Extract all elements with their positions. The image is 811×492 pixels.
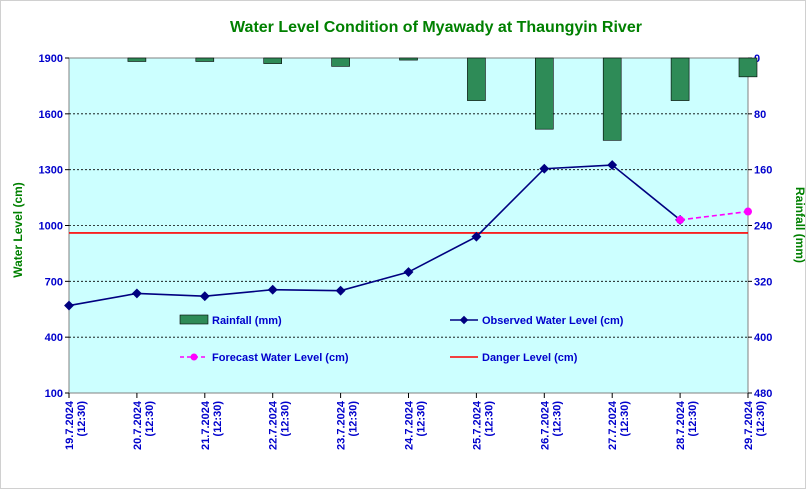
rainfall-bar bbox=[534, 57, 554, 130]
legend-item: Observed Water Level (cm) bbox=[450, 315, 624, 327]
x-tick-label: 29.7.2024(12:30) bbox=[743, 400, 767, 450]
observed-point bbox=[471, 231, 482, 242]
legend-label: Danger Level (cm) bbox=[482, 352, 578, 364]
forecast-point bbox=[744, 207, 752, 216]
legend-marker bbox=[190, 353, 198, 361]
y-tick-label: 100 bbox=[45, 388, 63, 400]
x-tick-label: 22.7.2024(12:30) bbox=[268, 400, 292, 450]
x-tick-label: 19.7.2024(12:30) bbox=[64, 400, 88, 450]
observed-point bbox=[539, 163, 550, 174]
rainfall-bar bbox=[738, 57, 758, 78]
observed-point bbox=[403, 267, 414, 277]
y-tick-label: 700 bbox=[45, 276, 63, 288]
y2-axis-title: Rainfall (mm) bbox=[793, 187, 807, 263]
y2-tick-label: 80 bbox=[754, 109, 766, 121]
forecast-water-level-line bbox=[680, 210, 749, 221]
rainfall-bar bbox=[195, 57, 215, 62]
x-tick-label: 27.7.2024(12:30) bbox=[607, 400, 631, 450]
legend-swatch bbox=[179, 314, 209, 325]
observed-point bbox=[335, 285, 346, 296]
y2-tick-label: 160 bbox=[754, 165, 772, 177]
y-axis-title: Water Level (cm) bbox=[11, 182, 25, 278]
observed-point bbox=[607, 160, 618, 170]
rainfall-bar bbox=[670, 57, 690, 101]
rainfall-bar bbox=[467, 57, 486, 101]
y-tick-label: 1300 bbox=[39, 165, 63, 177]
y2-tick-label: 320 bbox=[754, 276, 772, 288]
y-tick-label: 400 bbox=[45, 332, 63, 344]
rainfall-bar bbox=[331, 57, 350, 67]
legend-label: Forecast Water Level (cm) bbox=[212, 352, 349, 364]
x-tick-label: 28.7.2024(12:30) bbox=[675, 400, 699, 450]
y2-tick-label: 480 bbox=[754, 388, 772, 400]
rainfall-bar bbox=[602, 57, 622, 141]
x-tick-label: 24.7.2024(12:30) bbox=[404, 400, 428, 450]
observed-point bbox=[199, 291, 210, 302]
x-tick-label: 25.7.2024(12:30) bbox=[471, 400, 495, 450]
y-tick-label: 1000 bbox=[39, 221, 63, 233]
chart-title: Water Level Condition of Myawady at Thau… bbox=[230, 19, 642, 36]
observed-point bbox=[131, 288, 142, 299]
x-tick-label: 20.7.2024(12:30) bbox=[132, 400, 156, 450]
observed-point bbox=[267, 284, 278, 295]
rainfall-bar bbox=[399, 57, 418, 61]
y-tick-label: 1900 bbox=[39, 53, 63, 65]
forecast-point bbox=[676, 215, 685, 224]
legend-marker bbox=[459, 315, 469, 325]
legend-item: Forecast Water Level (cm) bbox=[180, 352, 349, 364]
x-tick-label: 21.7.2024(12:30) bbox=[200, 400, 224, 450]
x-tick-label: 26.7.2024(12:30) bbox=[539, 400, 563, 450]
legend-label: Observed Water Level (cm) bbox=[482, 315, 624, 327]
x-tick-label: 23.7.2024(12:30) bbox=[336, 400, 360, 450]
rainfall-bar bbox=[263, 57, 283, 64]
rainfall-bar bbox=[127, 57, 147, 62]
y2-tick-label: 400 bbox=[754, 332, 772, 344]
y2-tick-label: 240 bbox=[754, 221, 772, 233]
legend-item: Rainfall (mm) bbox=[179, 314, 282, 327]
observed-water-level-line bbox=[68, 164, 681, 307]
legend-item: Danger Level (cm) bbox=[450, 352, 578, 364]
legend-label: Rainfall (mm) bbox=[212, 315, 282, 327]
plot-area: 1900016008013001601000240700320400400100… bbox=[39, 53, 773, 450]
y-tick-label: 1600 bbox=[39, 109, 63, 121]
